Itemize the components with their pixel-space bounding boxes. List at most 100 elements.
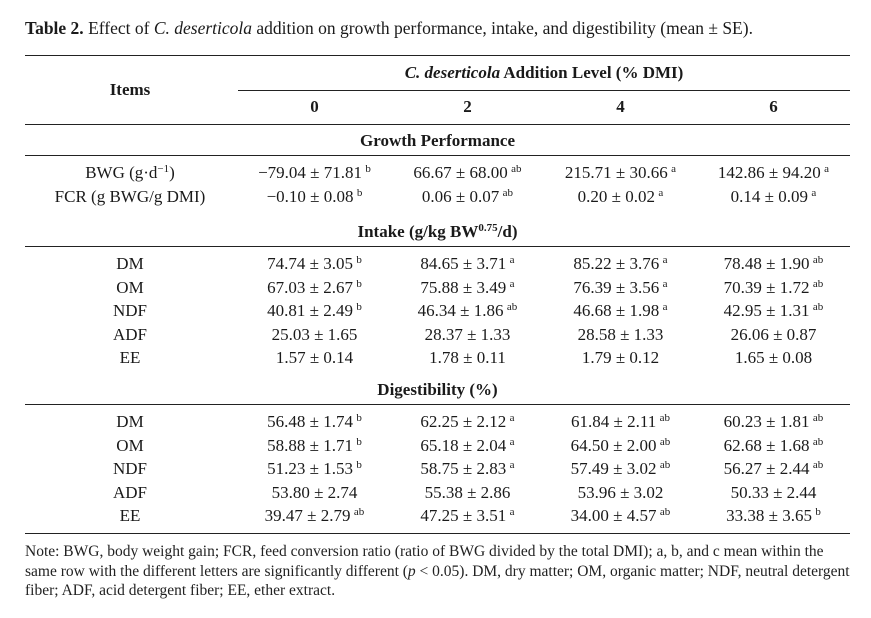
- cell-value: 65.18 ± 2.04: [420, 435, 507, 455]
- cell-value: 42.95 ± 1.31: [723, 301, 810, 320]
- cell-value: 58.75 ± 2.83: [420, 459, 507, 478]
- note-text-before: Note: BWG, body weight gain; FCR, feed c…: [25, 543, 824, 580]
- caption-text-after: addition on growth performance, intake, …: [252, 18, 753, 38]
- cell-value: 39.47 ± 2.79: [264, 506, 351, 525]
- significance-letter: b: [356, 277, 362, 290]
- cell-value: 40.81 ± 2.49: [267, 301, 353, 320]
- data-cell: 53.96 ± 3.02: [544, 483, 697, 503]
- significance-letter: ab: [659, 411, 670, 424]
- significance-letter: b: [356, 458, 362, 471]
- row-item-label: EE: [25, 348, 235, 368]
- data-cell: 34.00 ± 4.57 ab: [544, 506, 697, 526]
- significance-letter: a: [662, 253, 668, 266]
- data-cell: 67.03 ± 2.67 b: [238, 278, 391, 298]
- data-cell: 51.23 ± 1.53 b: [238, 459, 391, 479]
- significance-letter: a: [509, 277, 515, 290]
- significance-letter: ab: [659, 458, 671, 471]
- significance-letter: ab: [812, 277, 824, 290]
- significance-letter: ab: [502, 186, 514, 199]
- row-item-label: NDF: [25, 301, 235, 321]
- data-cell: 85.22 ± 3.76 a: [544, 254, 697, 274]
- data-cell: 28.58 ± 1.33: [544, 325, 697, 345]
- cell-value: 142.86 ± 94.20: [717, 163, 821, 182]
- data-cell: 55.38 ± 2.86: [391, 483, 544, 503]
- cell-value: 78.48 ± 1.90: [723, 254, 810, 273]
- significance-letter: ab: [812, 253, 824, 266]
- cell-value: −79.04 ± 71.81: [258, 163, 362, 182]
- cell-value: 76.39 ± 3.56: [573, 277, 660, 297]
- cell-value: 62.25 ± 2.12: [420, 412, 507, 431]
- significance-letter: a: [811, 186, 817, 199]
- data-cell: 46.68 ± 1.98 a: [544, 301, 697, 321]
- significance-letter: a: [509, 505, 515, 518]
- row-item-label: DM: [25, 254, 235, 274]
- section-title: Intake (g/kg BW0.75/d): [25, 222, 850, 242]
- cell-value: 56.27 ± 2.44: [723, 459, 810, 478]
- data-cell: 76.39 ± 3.56 a: [544, 278, 697, 298]
- cell-value: 53.96 ± 3.02: [577, 482, 664, 502]
- cell-value: 0.14 ± 0.09: [730, 186, 809, 206]
- data-cell: 0.06 ± 0.07 ab: [391, 187, 544, 207]
- row-item-sup: −1: [157, 162, 170, 175]
- group-header-species: C. deserticola: [404, 63, 501, 82]
- group-header-rest: Addition Level (% DMI): [500, 63, 684, 82]
- data-cell: 66.67 ± 68.00 ab: [391, 163, 544, 183]
- row-item-label: EE: [25, 506, 235, 526]
- significance-letter: a: [662, 300, 668, 313]
- data-cell: 75.88 ± 3.49 a: [391, 278, 544, 298]
- row-item-label: OM: [25, 278, 235, 298]
- row-item-text: NDF: [112, 301, 147, 320]
- significance-letter: ab: [506, 300, 518, 313]
- level-header: 0: [310, 97, 319, 116]
- cell-value: 215.71 ± 30.66: [564, 163, 668, 182]
- cell-value: 1.65 ± 0.08: [734, 348, 813, 367]
- significance-letter: a: [509, 435, 515, 448]
- significance-letter: ab: [812, 435, 824, 448]
- data-cell: 46.34 ± 1.86 ab: [391, 301, 544, 321]
- row-item-label: NDF: [25, 459, 235, 479]
- data-cell: 60.23 ± 1.81 ab: [697, 412, 850, 432]
- significance-letter: ab: [812, 300, 824, 313]
- data-cell: 215.71 ± 30.66 a: [544, 163, 697, 183]
- caption-text-before: Effect of: [83, 18, 154, 38]
- header-rule: [25, 124, 850, 125]
- row-item-label: DM: [25, 412, 235, 432]
- cell-value: 1.57 ± 0.14: [275, 348, 354, 367]
- table-label: Table 2.: [25, 18, 84, 38]
- significance-letter: ab: [812, 458, 824, 471]
- data-cell: 56.48 ± 1.74 b: [238, 412, 391, 432]
- data-cell: 1.79 ± 0.12: [544, 348, 697, 368]
- data-cell: 0.14 ± 0.09 a: [697, 187, 850, 207]
- data-cell: 64.50 ± 2.00 ab: [544, 436, 697, 456]
- data-cell: 53.80 ± 2.74: [238, 483, 391, 503]
- table-caption: Table 2. Effect of C. deserticola additi…: [25, 17, 855, 39]
- significance-letter: ab: [812, 411, 824, 424]
- data-cell: 1.65 ± 0.08: [697, 348, 850, 368]
- row-item-label: ADF: [25, 483, 235, 503]
- row-item-text: ADF: [112, 482, 147, 502]
- cell-value: 34.00 ± 4.57: [570, 506, 657, 525]
- note-p: p: [407, 562, 416, 580]
- cell-value: 58.88 ± 1.71: [267, 435, 353, 455]
- cell-value: 0.06 ± 0.07: [421, 186, 500, 206]
- data-cell: 56.27 ± 2.44 ab: [697, 459, 850, 479]
- row-item-text: DM: [116, 254, 144, 273]
- row-item-text: NDF: [112, 459, 147, 478]
- significance-letter: ab: [353, 505, 365, 518]
- cell-value: 0.20 ± 0.02: [577, 186, 656, 206]
- caption-species: C. deserticola: [153, 18, 253, 38]
- section-title-sup: 0.75: [478, 221, 498, 234]
- data-cell: 70.39 ± 1.72 ab: [697, 278, 850, 298]
- cell-value: 33.38 ± 3.65: [726, 506, 812, 525]
- table-note: Note: BWG, body weight gain; FCR, feed c…: [25, 542, 855, 601]
- level-header: 4: [616, 97, 625, 116]
- row-item-text: ADF: [112, 324, 147, 344]
- significance-letter: a: [509, 253, 515, 266]
- top-rule: [25, 55, 850, 56]
- data-cell: 39.47 ± 2.79 ab: [238, 506, 391, 526]
- cell-value: 84.65 ± 3.71: [420, 254, 507, 273]
- items-header: Items: [109, 80, 151, 99]
- data-cell: 74.74 ± 3.05 b: [238, 254, 391, 274]
- data-cell: 57.49 ± 3.02 ab: [544, 459, 697, 479]
- data-cell: 40.81 ± 2.49 b: [238, 301, 391, 321]
